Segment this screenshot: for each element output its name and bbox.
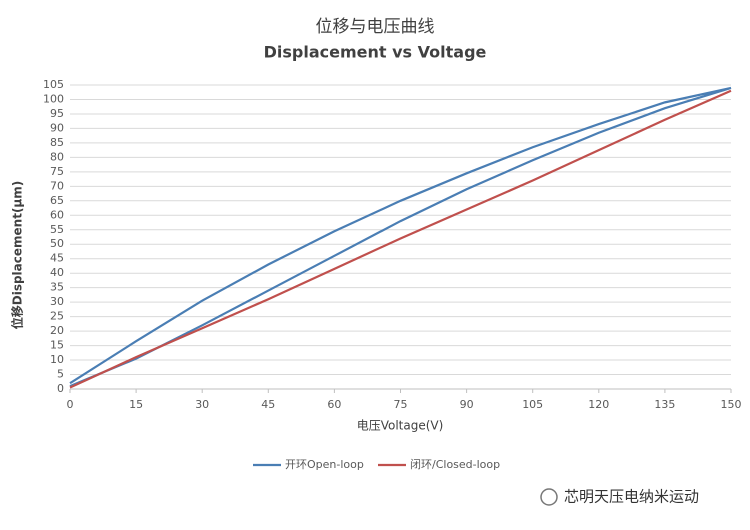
x-tick-label: 30	[195, 398, 209, 411]
x-tick-label: 120	[588, 398, 609, 411]
y-tick-label: 40	[50, 266, 64, 279]
y-tick-label: 80	[50, 150, 64, 163]
chart-subtitle: Displacement vs Voltage	[264, 43, 487, 62]
x-tick-label: 90	[460, 398, 474, 411]
x-tick-label: 150	[721, 398, 742, 411]
x-tick-label: 0	[67, 398, 74, 411]
y-tick-label: 0	[57, 382, 64, 395]
y-tick-label: 60	[50, 208, 64, 221]
y-tick-label: 90	[50, 121, 64, 134]
y-tick-label: 100	[43, 92, 64, 105]
x-tick-label: 15	[129, 398, 143, 411]
watermark: 芯明天压电纳米运动	[564, 488, 699, 506]
y-tick-label: 65	[50, 194, 64, 207]
y-tick-label: 105	[43, 78, 64, 91]
y-tick-label: 20	[50, 324, 64, 337]
chart-title: 位移与电压曲线	[316, 17, 435, 37]
legend-label: 开环Open-loop	[285, 458, 364, 471]
x-tick-label: 75	[394, 398, 408, 411]
series-line	[69, 86, 732, 388]
x-tick-label: 135	[654, 398, 675, 411]
y-tick-label: 25	[50, 310, 64, 323]
y-tick-label: 35	[50, 281, 64, 294]
y-tick-label: 45	[50, 252, 64, 265]
y-tick-label: 15	[50, 339, 64, 352]
legend-label: 闭环/Closed-loop	[410, 458, 500, 471]
y-tick-label: 55	[50, 223, 64, 236]
x-axis-title: 电压Voltage(V)	[357, 419, 444, 433]
y-tick-label: 85	[50, 136, 64, 149]
watermark-icon	[540, 488, 558, 506]
y-tick-label: 30	[50, 295, 64, 308]
y-tick-label: 95	[50, 107, 64, 120]
y-tick-label: 5	[57, 368, 64, 381]
x-tick-label: 105	[522, 398, 543, 411]
y-tick-label: 50	[50, 237, 64, 250]
x-tick-label: 45	[261, 398, 275, 411]
y-tick-label: 75	[50, 165, 64, 178]
x-tick-label: 60	[327, 398, 341, 411]
y-axis-title: 位移Displacement(μm)	[10, 181, 25, 330]
series-line	[69, 89, 732, 389]
y-tick-label: 70	[50, 179, 64, 192]
y-tick-label: 10	[50, 353, 64, 366]
